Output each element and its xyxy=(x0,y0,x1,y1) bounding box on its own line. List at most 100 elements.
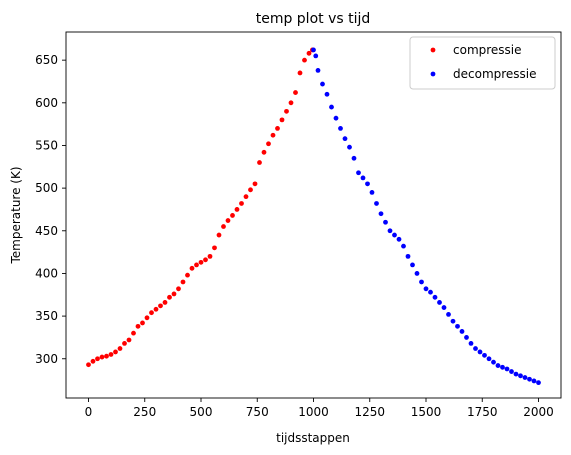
point-decompressie-16 xyxy=(378,211,384,217)
point-compressie-40 xyxy=(266,141,271,147)
legend: compressie decompressie xyxy=(409,36,556,90)
point-decompressie-51 xyxy=(536,380,541,386)
y-tick-label-1: 350 xyxy=(35,309,58,323)
point-decompressie-43 xyxy=(500,364,505,370)
point-compressie-35 xyxy=(243,194,249,200)
point-compressie-45 xyxy=(288,100,294,106)
point-compressie-24 xyxy=(194,262,199,268)
point-decompressie-7 xyxy=(338,126,343,131)
point-decompressie-34 xyxy=(459,329,465,334)
point-decompressie-8 xyxy=(342,136,348,142)
point-decompressie-44 xyxy=(504,366,510,372)
x-tick-label-6: 1500 xyxy=(411,405,442,419)
data-points xyxy=(86,47,541,386)
x-tick-label-7: 1750 xyxy=(467,405,498,419)
point-decompressie-48 xyxy=(522,375,528,380)
point-decompressie-36 xyxy=(468,341,474,346)
point-compressie-5 xyxy=(108,352,114,357)
point-compressie-23 xyxy=(189,265,195,271)
x-tick-label-8: 2000 xyxy=(523,405,554,419)
point-decompressie-50 xyxy=(531,378,537,384)
point-compressie-37 xyxy=(252,181,258,187)
point-decompressie-13 xyxy=(365,181,370,187)
point-decompressie-33 xyxy=(455,323,460,329)
point-compressie-3 xyxy=(99,354,105,360)
point-decompressie-26 xyxy=(423,286,429,292)
point-decompressie-32 xyxy=(450,318,456,324)
point-compressie-15 xyxy=(153,306,159,312)
point-decompressie-49 xyxy=(527,376,532,382)
point-compressie-7 xyxy=(117,346,123,351)
point-decompressie-38 xyxy=(477,349,483,355)
point-decompressie-25 xyxy=(419,279,424,285)
x-tick-label-3: 750 xyxy=(246,405,269,419)
plot-border xyxy=(65,31,562,399)
y-tick-label-7: 650 xyxy=(35,53,58,67)
x-tick-label-1: 250 xyxy=(133,405,156,419)
point-compressie-42 xyxy=(275,126,280,131)
x-axis-label: tijdsstappen xyxy=(276,431,350,445)
point-decompressie-37 xyxy=(473,346,478,351)
point-compressie-10 xyxy=(131,330,136,336)
point-decompressie-46 xyxy=(513,371,519,377)
point-compressie-31 xyxy=(225,218,231,223)
point-compressie-41 xyxy=(270,132,276,138)
point-compressie-36 xyxy=(248,187,253,193)
point-decompressie-22 xyxy=(405,253,411,259)
point-decompressie-35 xyxy=(464,335,469,340)
legend-box xyxy=(409,36,556,90)
y-tick-label-3: 450 xyxy=(35,224,58,238)
point-compressie-4 xyxy=(104,353,109,359)
y-axis: 300 350 400 450 500 550 600 650 xyxy=(35,53,66,366)
point-compressie-20 xyxy=(176,286,181,292)
point-compressie-33 xyxy=(234,207,240,212)
point-decompressie-17 xyxy=(383,219,388,225)
point-compressie-9 xyxy=(126,337,132,343)
point-compressie-34 xyxy=(239,201,244,206)
point-decompressie-10 xyxy=(351,155,357,161)
x-tick-label-5: 1250 xyxy=(354,405,385,419)
y-tick-label-0: 300 xyxy=(35,352,58,366)
point-compressie-44 xyxy=(284,108,289,114)
x-tick-label-0: 0 xyxy=(85,405,93,419)
point-decompressie-6 xyxy=(333,115,339,121)
legend-label-compressie: compressie xyxy=(453,43,522,57)
point-compressie-32 xyxy=(230,213,235,218)
point-compressie-8 xyxy=(122,341,127,346)
point-decompressie-21 xyxy=(401,243,406,249)
point-decompressie-40 xyxy=(486,356,492,362)
point-compressie-27 xyxy=(207,253,213,259)
point-decompressie-20 xyxy=(396,236,402,242)
point-compressie-30 xyxy=(221,224,226,229)
point-decompressie-27 xyxy=(428,289,433,295)
point-decompressie-47 xyxy=(518,373,523,379)
point-compressie-14 xyxy=(149,310,154,316)
point-decompressie-4 xyxy=(324,91,330,97)
point-compressie-49 xyxy=(306,50,312,56)
point-decompressie-1 xyxy=(313,53,319,59)
point-decompressie-14 xyxy=(369,189,375,195)
point-decompressie-45 xyxy=(509,369,514,374)
point-compressie-43 xyxy=(279,117,285,123)
legend-marker-compressie xyxy=(430,47,436,53)
plot-area xyxy=(66,32,561,398)
point-decompressie-5 xyxy=(329,104,334,110)
point-decompressie-18 xyxy=(387,228,393,234)
point-compressie-12 xyxy=(140,320,145,326)
point-decompressie-15 xyxy=(374,201,379,206)
y-tick-label-5: 550 xyxy=(35,138,58,152)
point-compressie-28 xyxy=(212,245,217,251)
legend-marker-decompressie xyxy=(430,71,436,77)
point-compressie-16 xyxy=(158,303,163,309)
point-compressie-19 xyxy=(171,291,177,297)
point-decompressie-28 xyxy=(432,294,438,300)
point-decompressie-41 xyxy=(491,359,496,365)
point-decompressie-29 xyxy=(437,300,442,305)
point-compressie-25 xyxy=(198,259,204,265)
point-compressie-38 xyxy=(257,160,262,165)
point-compressie-0 xyxy=(86,362,91,368)
point-compressie-47 xyxy=(297,70,303,76)
point-decompressie-19 xyxy=(392,232,397,238)
point-compressie-46 xyxy=(293,90,298,95)
